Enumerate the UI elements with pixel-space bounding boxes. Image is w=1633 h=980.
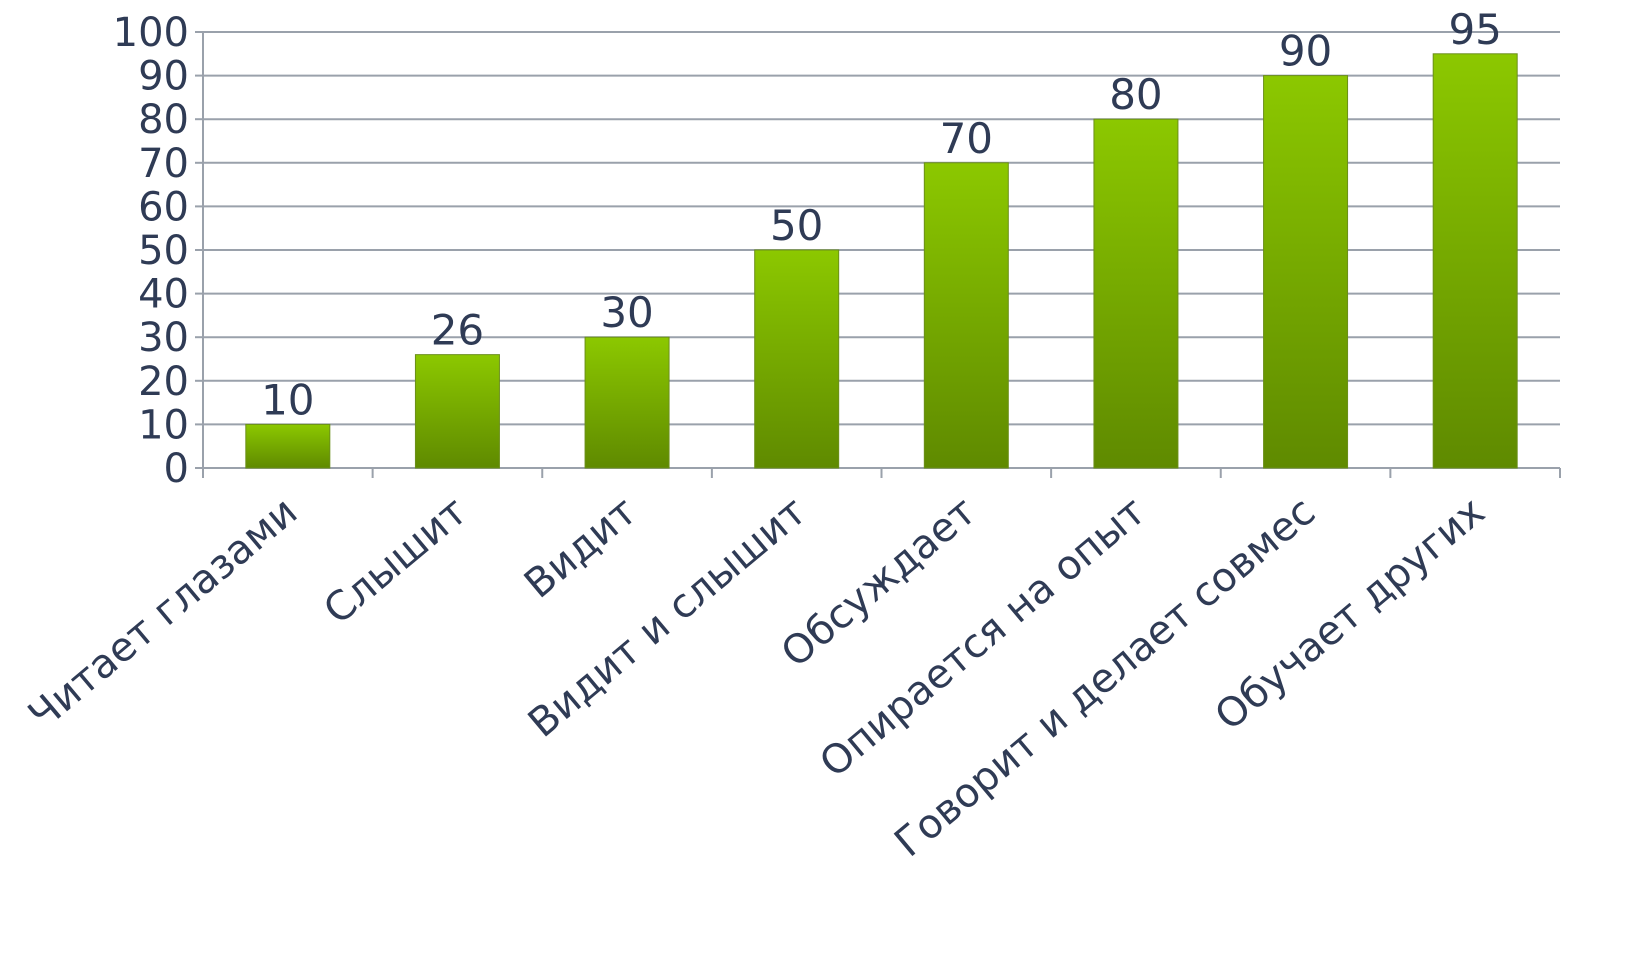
x-category-label: Видит [516,488,645,607]
bar-5 [923,162,1009,469]
y-tick-label: 60 [138,184,189,230]
y-tick-label: 30 [138,315,189,361]
y-tick-label: 90 [138,54,189,100]
bar-1 [245,423,331,469]
x-category-label: Читает глазами [20,488,306,739]
data-label: 10 [261,375,314,424]
data-label: 95 [1448,5,1501,54]
y-tick-label: 100 [113,10,189,56]
axes [195,31,1561,478]
data-label: 70 [940,114,993,163]
y-tick-label: 80 [138,97,189,143]
bar-3 [584,336,670,469]
grid-lines [203,31,1560,426]
data-labels: 10 26 30 50 70 80 90 95 [261,5,1502,425]
bar-6 [1093,118,1179,469]
x-category-label: Опирается на опыт [811,488,1154,786]
data-label: 50 [770,201,823,250]
data-label: 80 [1109,70,1162,119]
data-label: 26 [431,306,484,355]
x-category-label: Слышит [315,488,476,633]
y-tick-label: 40 [138,272,189,318]
bar-2 [414,354,500,469]
bar-8 [1432,53,1518,469]
bars [245,53,1518,469]
bar-7 [1263,75,1349,469]
bar-4 [754,249,840,469]
data-label: 90 [1279,27,1332,76]
data-label: 30 [600,288,653,337]
y-tick-label: 0 [164,446,189,492]
x-category-label: Видит и слышит [520,488,815,746]
y-tick-label: 20 [138,359,189,405]
y-tick-label: 70 [138,141,189,187]
y-tick-label: 50 [138,228,189,274]
y-tick-label: 10 [138,402,189,448]
